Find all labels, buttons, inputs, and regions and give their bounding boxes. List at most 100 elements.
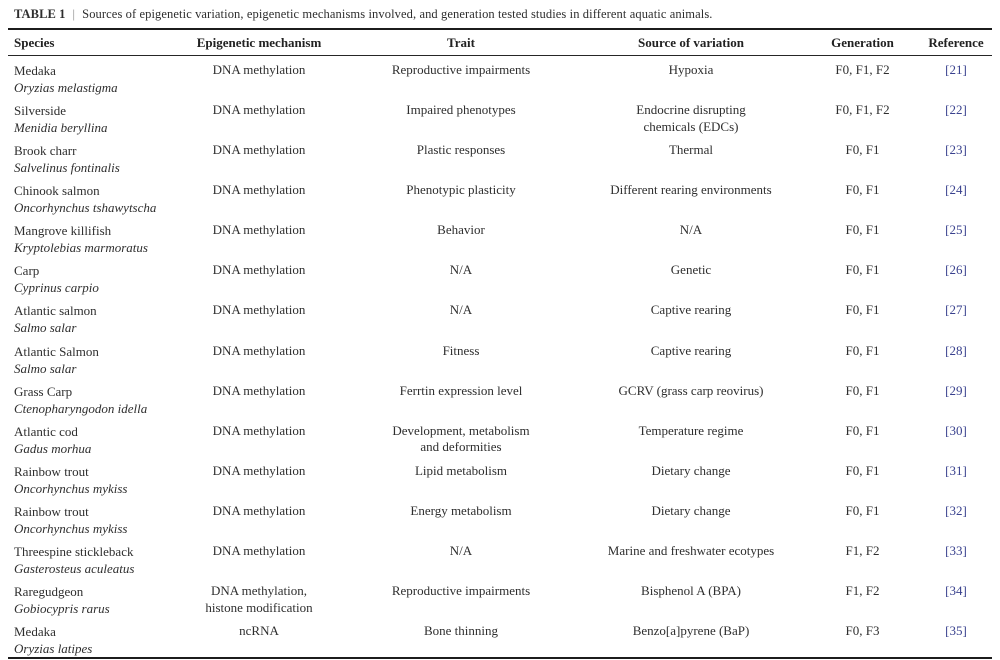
trait-cell: Behavior xyxy=(437,222,485,238)
reference-link[interactable]: [34] xyxy=(945,583,967,599)
trait-cell: Impaired phenotypes xyxy=(406,102,516,117)
mechanism-cell: DNA methylation xyxy=(212,302,306,318)
source-of-variation-cell: Marine and freshwater ecotypes xyxy=(607,543,775,559)
reference-cell: [22] xyxy=(920,96,992,136)
mechanism-cell: DNA methylation xyxy=(212,462,306,478)
species-cell: Medaka Oryzias latipes xyxy=(8,617,173,660)
species-common-name: Atlantic salmon xyxy=(14,303,97,319)
reference-link[interactable]: [25] xyxy=(945,222,967,238)
reference-link[interactable]: [33] xyxy=(945,543,967,559)
reference-cell: [24] xyxy=(920,176,992,216)
epigenetics-table: Species Epigenetic mechanism Trait Sourc… xyxy=(8,28,992,660)
table-row: Silverside Menidia beryllina DNA methylati… xyxy=(8,96,992,136)
reference-cell: [28] xyxy=(920,337,992,377)
species-cell: Carp Cyprinus carpio xyxy=(8,256,173,296)
header-row: Species Epigenetic mechanism Trait Sourc… xyxy=(8,28,992,56)
species-common-name: Silverside xyxy=(14,103,66,118)
source-of-variation-cell: N/A xyxy=(679,222,703,238)
species-scientific-name: Menidia beryllina xyxy=(14,120,108,135)
table-row: Carp Cyprinus carpio DNA methylation N/A Gen… xyxy=(8,256,992,296)
reference-link[interactable]: [29] xyxy=(945,382,967,398)
species-cell: Atlantic cod Gadus morhua xyxy=(8,417,173,457)
table-row: Brook charr Salvelinus fontinalis DNA meth… xyxy=(8,136,992,176)
species-scientific-name: Salmo salar xyxy=(14,360,77,376)
trait-cell: N/A xyxy=(449,302,473,318)
species-common-name: Atlantic cod xyxy=(14,423,78,439)
column-header-trait: Trait xyxy=(345,28,577,56)
species-cell: Rainbow trout Oncorhynchus mykiss xyxy=(8,457,173,497)
species-scientific-name: Oryzias melastigma xyxy=(14,80,118,95)
reference-cell: [31] xyxy=(920,457,992,497)
generation-cell: F0, F1 xyxy=(845,422,880,438)
trait-cell: Bone thinning xyxy=(345,617,577,660)
reference-link[interactable]: [31] xyxy=(945,462,967,478)
species-cell: Brook charr Salvelinus fontinalis xyxy=(8,136,173,176)
reference-link[interactable]: [24] xyxy=(945,182,967,198)
source-of-variation-cell: Different rearing environments xyxy=(610,182,772,198)
column-header-reference: Reference xyxy=(920,28,992,56)
species-scientific-name: Oryzias latipes xyxy=(14,641,93,657)
mechanism-cell: ncRNA xyxy=(173,617,345,660)
trait-cell: N/A xyxy=(449,262,473,278)
mechanism-cell: DNA methylation xyxy=(212,182,306,198)
species-cell: Rainbow trout Oncorhynchus mykiss xyxy=(8,497,173,537)
table-row: Atlantic salmon Salmo salar DNA methylatio… xyxy=(8,296,992,336)
mechanism-cell: DNA methylation xyxy=(212,62,306,77)
reference-link[interactable]: [28] xyxy=(945,342,967,358)
species-scientific-name: Oncorhynchus mykiss xyxy=(14,480,128,496)
trait-cell: Reproductive impairments xyxy=(391,62,531,77)
reference-link[interactable]: [27] xyxy=(945,302,967,318)
reference-link[interactable]: [32] xyxy=(945,502,967,518)
generation-cell: F0, F1 xyxy=(845,382,880,398)
table-row: Raregudgeon Gobiocypris rarus DNA methylat… xyxy=(8,577,992,617)
table-row: Mangrove killifish Kryptolebias marmoratu… xyxy=(8,216,992,256)
generation-cell: F0, F1 xyxy=(845,462,880,478)
species-scientific-name: Gadus morhua xyxy=(14,440,92,456)
table-caption-label: TABLE 1 xyxy=(14,7,66,21)
trait-cell: N/A xyxy=(449,543,473,559)
species-cell: Grass Carp Ctenopharyngodon idella xyxy=(8,377,173,417)
mechanism-cell: DNA methylation xyxy=(212,502,306,518)
species-cell: Atlantic salmon Salmo salar xyxy=(8,296,173,336)
species-common-name: Rainbow trout xyxy=(14,463,89,479)
species-common-name: Chinook salmon xyxy=(14,183,100,199)
column-header-generation: Generation xyxy=(805,28,920,56)
reference-link[interactable]: [21] xyxy=(945,62,967,77)
species-common-name: Raregudgeon xyxy=(14,584,84,600)
table-body: Medaka Oryzias melastigma DNA methylation R… xyxy=(8,56,992,660)
species-common-name: Brook charr xyxy=(14,143,77,159)
reference-link[interactable]: [26] xyxy=(945,262,967,278)
species-scientific-name: Salvelinus fontinalis xyxy=(14,160,120,176)
table-caption: TABLE 1 | Sources of epigenetic variation,… xyxy=(8,0,992,28)
generation-cell: F0, F1 xyxy=(845,302,880,318)
species-common-name: Atlantic Salmon xyxy=(14,343,99,359)
table-row: Atlantic Salmon Salmo salar DNA methylatio… xyxy=(8,337,992,377)
species-scientific-name: Cyprinus carpio xyxy=(14,280,99,296)
reference-cell: [32] xyxy=(920,497,992,537)
source-of-variation-cell: Captive rearing xyxy=(650,342,732,358)
species-cell: Medaka Oryzias melastigma xyxy=(8,56,173,97)
species-scientific-name: Ctenopharyngodon idella xyxy=(14,400,148,416)
reference-link[interactable]: [23] xyxy=(945,142,967,158)
source-of-variation-cell: Bisphenol A (BPA) xyxy=(641,583,741,599)
generation-cell: F0, F1 xyxy=(845,502,880,518)
trait-cell: Ferrtin expression level xyxy=(399,382,523,398)
source-of-variation-cell: Dietary change xyxy=(651,502,731,518)
reference-link[interactable]: [35] xyxy=(945,623,967,639)
species-cell: Threespine stickleback Gasterosteus acule… xyxy=(8,537,173,577)
trait-cell: Phenotypic plasticity xyxy=(406,182,516,198)
generation-cell: F0, F1 xyxy=(845,342,880,358)
reference-cell: [29] xyxy=(920,377,992,417)
generation-cell: F0, F1 xyxy=(845,182,880,198)
column-header-mechanism: Epigenetic mechanism xyxy=(173,28,345,56)
source-of-variation-cell: Hypoxia xyxy=(668,62,714,77)
source-of-variation-cell: Endocrine disrupting chemicals (EDCs) xyxy=(636,102,746,134)
table-row: Grass Carp Ctenopharyngodon idella DNA met… xyxy=(8,377,992,417)
generation-cell: F1, F2 xyxy=(845,583,880,599)
reference-cell: [21] xyxy=(920,56,992,97)
source-of-variation-cell: GCRV (grass carp reovirus) xyxy=(618,382,764,398)
reference-link[interactable]: [30] xyxy=(945,422,967,438)
generation-cell: F1, F2 xyxy=(845,543,880,559)
reference-link[interactable]: [22] xyxy=(945,102,967,117)
